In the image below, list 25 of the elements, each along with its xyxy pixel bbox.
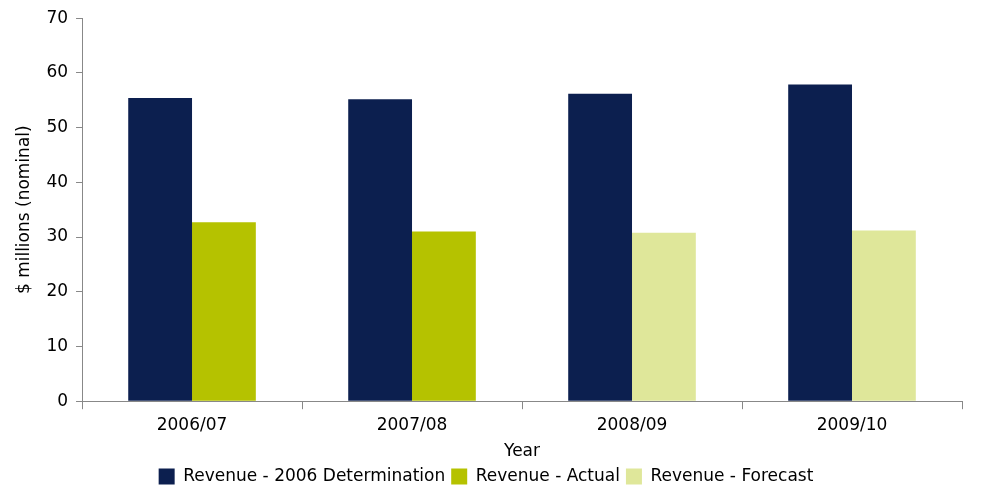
y-tick-label: 0 <box>57 389 69 410</box>
legend-label: Revenue - 2006 Determination <box>183 464 446 485</box>
bar <box>192 222 256 401</box>
y-tick-label: 20 <box>46 280 69 301</box>
x-axis-title: Year <box>503 440 541 461</box>
y-tick-label: 40 <box>46 170 69 191</box>
bar <box>412 231 476 401</box>
y-tick-label: 30 <box>46 225 69 246</box>
bar <box>128 98 193 401</box>
y-tick-label: 50 <box>46 116 69 137</box>
x-tick-label: 2009/10 <box>816 413 888 434</box>
bar <box>788 84 852 401</box>
bar <box>568 93 633 401</box>
x-tick-label: 2007/08 <box>376 413 448 434</box>
y-tick-label: 10 <box>46 334 69 355</box>
bar <box>632 232 696 401</box>
bar <box>348 99 413 401</box>
legend-label: Revenue - Actual <box>475 464 620 485</box>
y-tick-label: 60 <box>46 61 69 82</box>
y-tick-label: 70 <box>46 6 69 27</box>
bar <box>852 230 916 401</box>
x-tick-label: 2006/07 <box>156 413 228 434</box>
y-axis-title: $ millions (nominal) <box>12 125 33 295</box>
x-tick-label: 2008/09 <box>596 413 668 434</box>
legend-label: Revenue - Forecast <box>650 464 814 485</box>
